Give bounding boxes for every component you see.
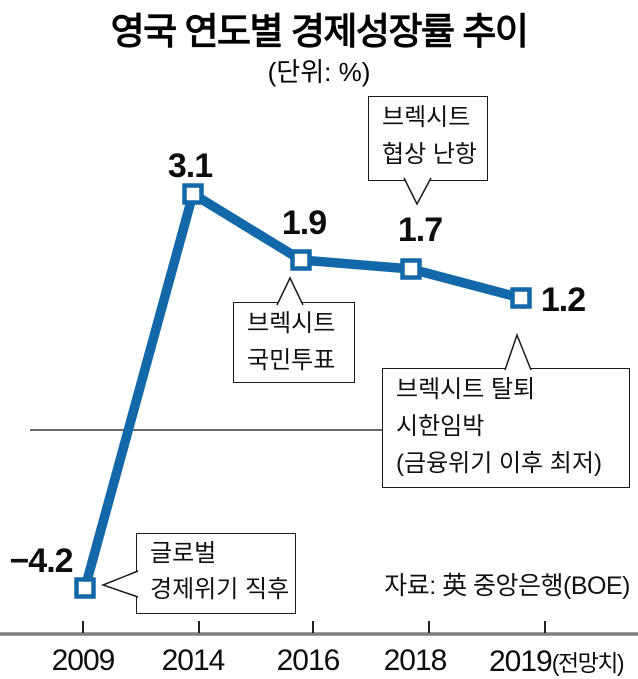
annotation-brexit-referendum: 브렉시트 국민투표 — [233, 302, 355, 383]
source-note: 자료: 英 중앙은행(BOE) — [384, 572, 630, 600]
annotation-line: 경제위기 직후 — [150, 576, 290, 603]
annotation-line: 브렉시트 탈퇴 — [396, 376, 536, 403]
x-axis-label-2014: 2014 — [161, 644, 226, 677]
x-axis-label-2019: 2019 (전망치) — [489, 644, 625, 679]
value-label-2018: 1.7 — [397, 211, 443, 249]
x-axis-label-2016: 2016 — [276, 644, 341, 677]
x-axis-label-2018: 2018 — [383, 644, 448, 677]
annotation-line: 브렉시트 — [247, 310, 336, 337]
annotation-line: (금융위기 이후 최저) — [396, 450, 602, 477]
annotation-line: 글로벌 — [150, 540, 217, 567]
unit-label: (단위: %) — [267, 57, 371, 87]
data-point-2009 — [74, 577, 96, 599]
annotation-line: 국민투표 — [247, 347, 336, 374]
data-point-2018 — [400, 258, 422, 280]
value-label-2014: 3.1 — [167, 147, 213, 185]
annotation-brexit-deadline: 브렉시트 탈퇴 시한임박 (금융위기 이후 최저) — [382, 368, 630, 488]
forecast-suffix: (전망치) — [551, 650, 625, 676]
annotation-line: 협상 난항 — [382, 141, 477, 168]
annotation-line: 시한임박 — [396, 413, 485, 440]
value-label-2016: 1.9 — [281, 204, 327, 242]
x-axis-label-2019-year: 2019 — [489, 645, 553, 678]
value-label-2019: 1.2 — [540, 281, 586, 319]
annotation-brexit-negotiation: 브렉시트 협상 난항 — [368, 96, 488, 181]
data-point-2014 — [182, 183, 204, 205]
chart-title: 영국 연도별 경제성장률 추이 — [110, 11, 529, 52]
data-point-2016 — [290, 249, 312, 271]
data-point-2019 — [510, 287, 532, 309]
annotation-global-crisis: 글로벌 경제위기 직후 — [136, 533, 296, 614]
annotation-line: 브렉시트 — [382, 104, 471, 131]
x-axis-label-2009: 2009 — [51, 644, 116, 677]
value-label-2009: −4.2 — [9, 542, 73, 580]
